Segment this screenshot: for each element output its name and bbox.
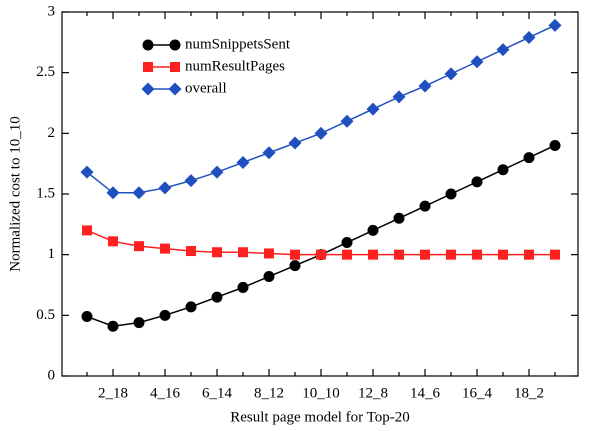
point [160,243,170,254]
point [106,186,120,200]
point [185,301,197,313]
point [497,164,509,176]
x-tick-label: 16_4 [462,385,493,401]
point [366,102,380,116]
y-tick-label: 2 [48,125,56,141]
x-tick-label: 2_18 [98,385,128,401]
point [184,174,198,188]
point [211,291,223,303]
point [445,188,457,200]
point [107,320,119,332]
legend-marker [168,82,182,96]
y-tick-label: 1 [48,246,56,262]
point [314,126,328,140]
x-tick-label: 14_6 [410,385,441,401]
point [264,248,274,259]
point [80,165,94,179]
point [237,281,249,293]
point [420,249,430,260]
x-tick-label: 12_8 [358,385,388,401]
point [444,67,458,81]
y-tick-label: 0.5 [36,307,55,323]
legend-marker [169,39,181,51]
y-tick-label: 3 [48,3,56,19]
point [393,212,405,224]
point [522,30,536,44]
point [548,18,562,32]
point [498,249,508,260]
point [446,249,456,260]
legend-marker [143,62,153,72]
series-line [86,144,556,328]
point [368,249,378,260]
point [263,271,275,283]
x-tick-label: 18_2 [514,385,544,401]
x-tick-label: 6_14 [202,385,233,401]
y-tick-label: 0 [48,367,56,383]
legend-marker [142,39,154,51]
point [212,247,222,258]
point [471,176,483,188]
point [550,249,560,260]
point [132,186,146,200]
point [134,241,144,252]
point [210,165,224,179]
x-tick-label: 10_10 [302,385,340,401]
x-axis-label: Result page model for Top-20 [230,409,409,425]
y-tick-label: 2.5 [36,64,55,80]
legend-label: overall [185,80,227,96]
point [342,249,352,260]
point [236,155,250,169]
legend-label: numResultPages [185,58,285,74]
point [341,237,353,249]
point [82,225,92,236]
point [262,146,276,160]
legend-marker [170,62,180,72]
x-tick-label: 4_16 [150,385,181,401]
point [186,246,196,257]
point [290,249,300,260]
point [367,224,379,236]
point [394,249,404,260]
point [418,79,432,93]
x-tick-label: 8_12 [254,385,284,401]
point [133,317,145,329]
point [158,181,172,195]
point [316,249,326,260]
point [524,249,534,260]
y-axis-label: Normalized cost to 10_10 [7,116,23,271]
point [523,152,535,164]
point [419,200,431,212]
point [81,311,93,323]
point [496,43,510,57]
point [549,139,561,151]
point [392,90,406,104]
point [108,236,118,247]
point [470,55,484,69]
point [159,309,171,321]
point [238,247,248,258]
legend-marker [141,82,155,96]
point [288,136,302,150]
point [289,260,301,272]
point [472,249,482,260]
y-tick-label: 1.5 [36,185,55,201]
point [340,114,354,128]
legend-label: numSnippetsSent [185,36,291,52]
